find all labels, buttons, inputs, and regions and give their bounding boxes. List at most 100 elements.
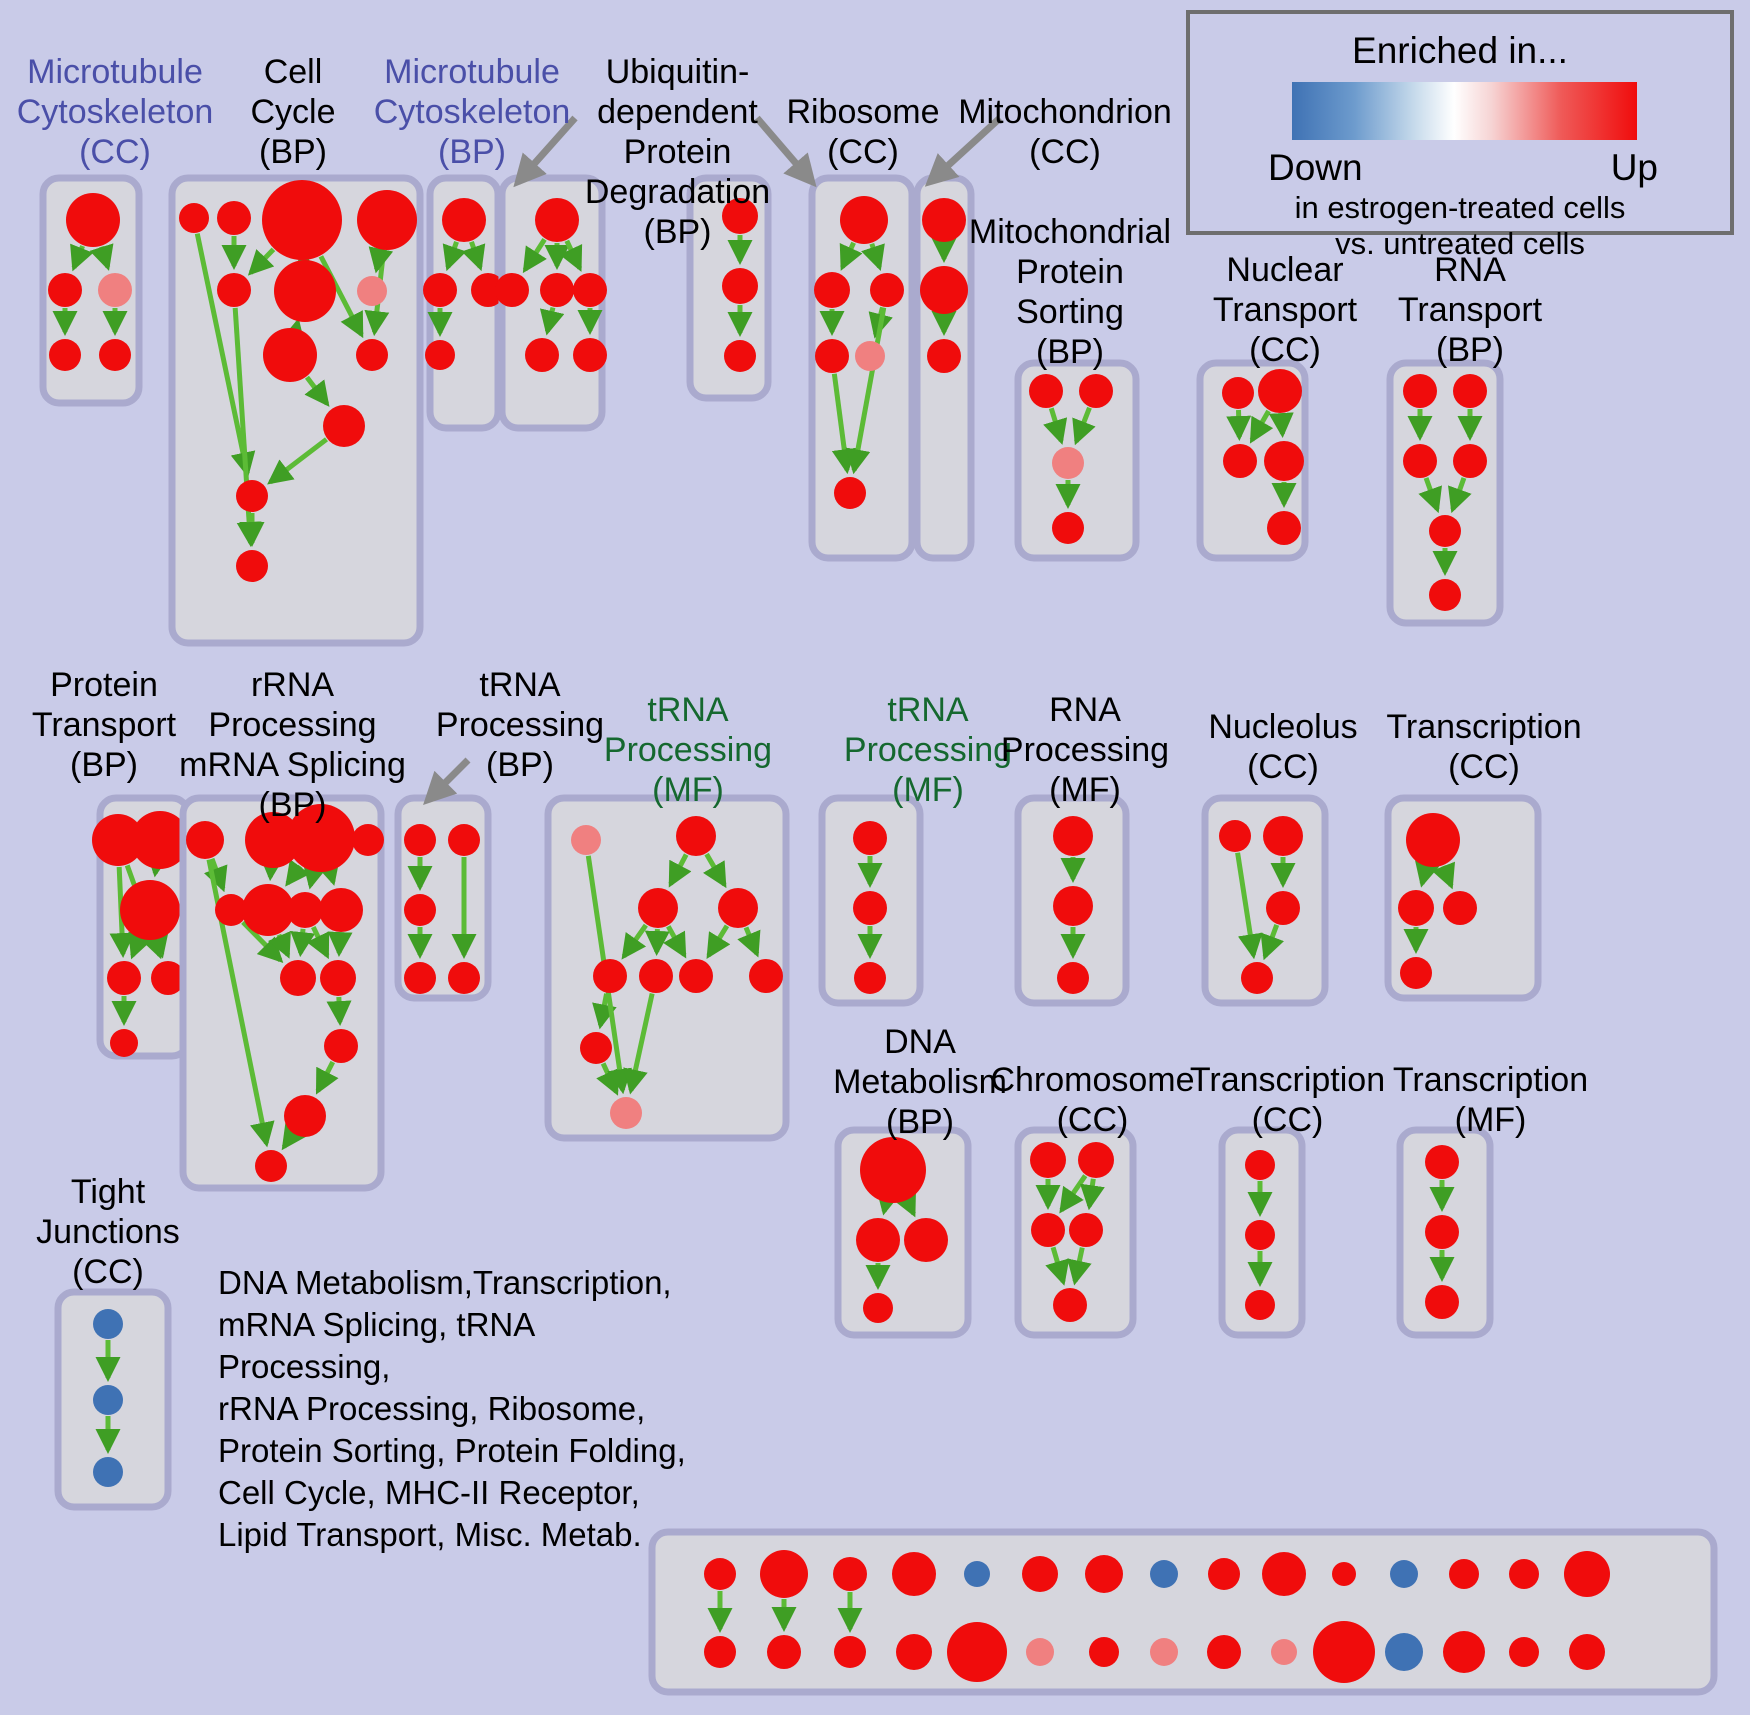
node-up[interactable] — [1509, 1559, 1539, 1589]
node-up[interactable] — [573, 273, 607, 307]
node-up[interactable] — [833, 1557, 867, 1591]
node-up[interactable] — [525, 338, 559, 372]
node-up[interactable] — [1079, 374, 1113, 408]
node-down[interactable] — [964, 1561, 990, 1587]
node-up[interactable] — [749, 959, 783, 993]
node-up[interactable] — [255, 1150, 287, 1182]
node-up[interactable] — [814, 272, 850, 308]
node-up[interactable] — [1241, 962, 1273, 994]
node-up[interactable] — [284, 1095, 326, 1137]
node-up[interactable] — [860, 1137, 926, 1203]
node-up[interactable] — [947, 1622, 1007, 1682]
node-up[interactable] — [1057, 962, 1089, 994]
node-mid[interactable] — [1052, 447, 1084, 479]
node-up[interactable] — [854, 962, 886, 994]
node-up[interactable] — [1429, 515, 1461, 547]
node-up[interactable] — [1223, 444, 1257, 478]
node-up[interactable] — [151, 961, 185, 995]
node-up[interactable] — [718, 888, 758, 928]
node-up[interactable] — [120, 880, 180, 940]
node-up[interactable] — [920, 266, 968, 314]
node-up[interactable] — [1332, 1562, 1356, 1586]
node-up[interactable] — [892, 1552, 936, 1596]
node-up[interactable] — [676, 816, 716, 856]
node-up[interactable] — [540, 273, 574, 307]
node-up[interactable] — [1069, 1213, 1103, 1247]
node-up[interactable] — [48, 273, 82, 307]
node-down[interactable] — [93, 1309, 123, 1339]
node-up[interactable] — [1266, 891, 1300, 925]
node-up[interactable] — [471, 273, 505, 307]
node-up[interactable] — [704, 1636, 736, 1668]
node-up[interactable] — [107, 961, 141, 995]
node-up[interactable] — [1429, 579, 1461, 611]
node-up[interactable] — [1263, 816, 1303, 856]
node-up[interactable] — [404, 962, 436, 994]
node-up[interactable] — [66, 193, 120, 247]
node-up[interactable] — [1078, 1142, 1114, 1178]
node-up[interactable] — [1449, 1559, 1479, 1589]
node-up[interactable] — [834, 1636, 866, 1668]
node-up[interactable] — [535, 198, 579, 242]
node-mid[interactable] — [610, 1097, 642, 1129]
node-up[interactable] — [404, 894, 436, 926]
node-up[interactable] — [92, 814, 144, 866]
node-up[interactable] — [1031, 1213, 1065, 1247]
node-up[interactable] — [1089, 1637, 1119, 1667]
node-up[interactable] — [1085, 1555, 1123, 1593]
node-up[interactable] — [840, 196, 888, 244]
node-up[interactable] — [1258, 369, 1302, 413]
node-up[interactable] — [1245, 1150, 1275, 1180]
node-up[interactable] — [274, 260, 336, 322]
node-up[interactable] — [1400, 957, 1432, 989]
node-up[interactable] — [442, 198, 486, 242]
node-up[interactable] — [1564, 1551, 1610, 1597]
node-up[interactable] — [99, 339, 131, 371]
node-up[interactable] — [287, 892, 323, 928]
node-up[interactable] — [1053, 886, 1093, 926]
node-up[interactable] — [1207, 1635, 1241, 1669]
node-up[interactable] — [262, 180, 342, 260]
node-up[interactable] — [573, 338, 607, 372]
node-up[interactable] — [186, 821, 224, 859]
node-up[interactable] — [245, 812, 301, 868]
node-up[interactable] — [639, 959, 673, 993]
node-mid[interactable] — [1271, 1639, 1297, 1665]
node-mid[interactable] — [98, 273, 132, 307]
node-up[interactable] — [638, 888, 678, 928]
node-up[interactable] — [580, 1032, 612, 1064]
node-up[interactable] — [1313, 1621, 1375, 1683]
node-up[interactable] — [1053, 816, 1093, 856]
node-up[interactable] — [1453, 444, 1487, 478]
node-up[interactable] — [324, 1029, 358, 1063]
node-up[interactable] — [1264, 441, 1304, 481]
node-up[interactable] — [236, 550, 268, 582]
node-up[interactable] — [1425, 1145, 1459, 1179]
node-up[interactable] — [320, 960, 356, 996]
node-up[interactable] — [593, 959, 627, 993]
node-down[interactable] — [1385, 1633, 1423, 1671]
node-up[interactable] — [1569, 1634, 1605, 1670]
node-mid[interactable] — [357, 276, 387, 306]
node-up[interactable] — [236, 480, 268, 512]
node-up[interactable] — [1030, 1142, 1066, 1178]
node-up[interactable] — [357, 190, 417, 250]
node-up[interactable] — [49, 339, 81, 371]
node-up[interactable] — [217, 273, 251, 307]
node-up[interactable] — [1053, 1288, 1087, 1322]
node-up[interactable] — [760, 1550, 808, 1598]
node-up[interactable] — [815, 339, 849, 373]
node-up[interactable] — [1425, 1215, 1459, 1249]
node-up[interactable] — [904, 1218, 948, 1262]
node-up[interactable] — [1245, 1290, 1275, 1320]
node-up[interactable] — [863, 1293, 893, 1323]
node-mid[interactable] — [1026, 1638, 1054, 1666]
node-up[interactable] — [722, 268, 758, 304]
node-up[interactable] — [1022, 1556, 1058, 1592]
node-up[interactable] — [834, 477, 866, 509]
node-up[interactable] — [1262, 1552, 1306, 1596]
node-up[interactable] — [1425, 1285, 1459, 1319]
node-up[interactable] — [870, 273, 904, 307]
node-up[interactable] — [1403, 444, 1437, 478]
node-up[interactable] — [131, 811, 189, 869]
